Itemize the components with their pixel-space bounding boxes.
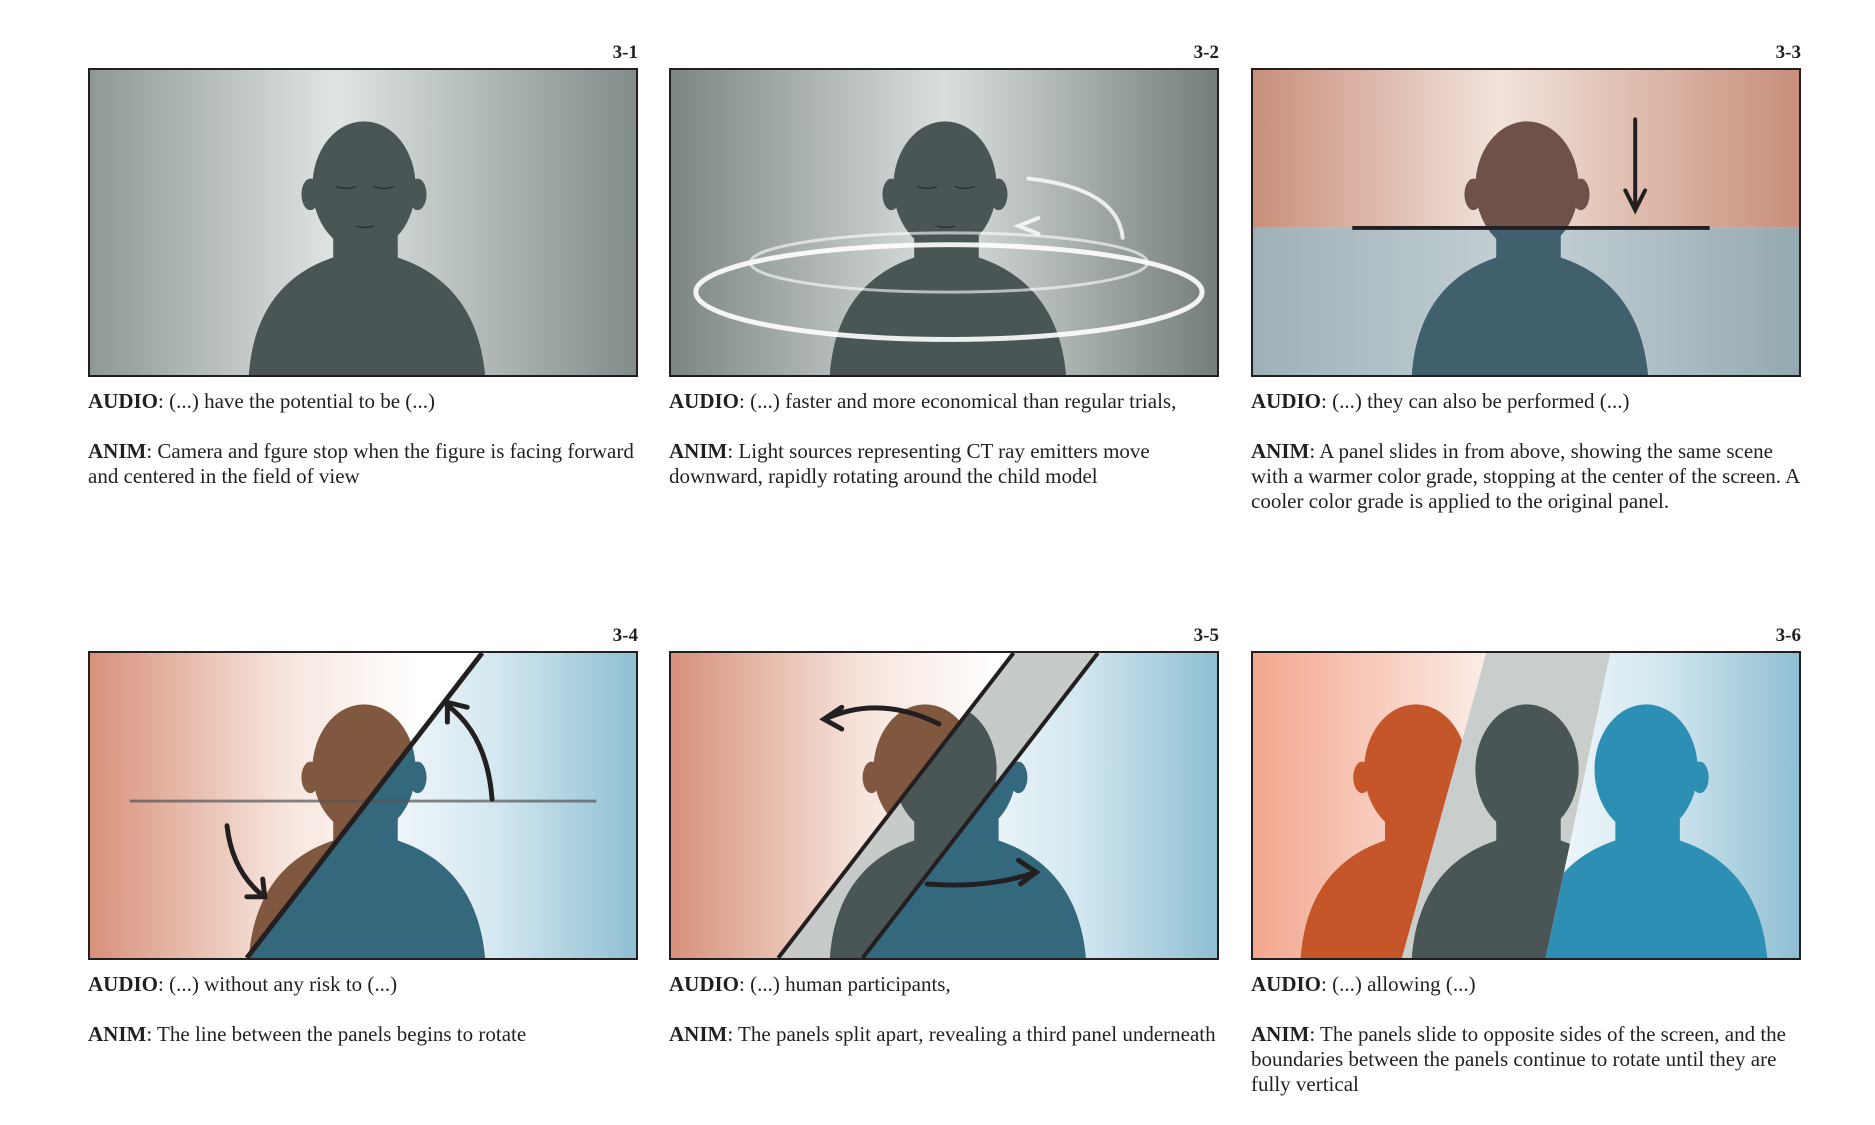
anim-text: Light sources representing CT ray emitte… xyxy=(669,439,1150,488)
down-arrow xyxy=(1623,117,1648,215)
frame-caption: AUDIO: (...) allowing (...) ANIM: The pa… xyxy=(1251,972,1801,1122)
anim-label: ANIM xyxy=(1251,1022,1310,1046)
anim-text: The panels slide to opposite sides of th… xyxy=(1251,1022,1787,1096)
anim-label: ANIM xyxy=(669,1022,728,1046)
frame-number: 3-6 xyxy=(1775,625,1801,646)
frame-illustration xyxy=(669,651,1219,960)
frame-number: 3-1 xyxy=(612,42,638,63)
frame-caption: AUDIO: (...) without any risk to (...) A… xyxy=(88,972,638,1072)
audio-line: AUDIO: (...) they can also be performed … xyxy=(1251,389,1630,413)
frame-number: 3-4 xyxy=(612,625,638,646)
anim-text: The panels split apart, revealing a thir… xyxy=(738,1022,1216,1046)
anim-text: The line between the panels begins to ro… xyxy=(157,1022,527,1046)
anim-line: ANIM: Camera and fgure stop when the fig… xyxy=(88,439,634,488)
frame-number: 3-5 xyxy=(1193,625,1219,646)
audio-label: AUDIO xyxy=(1251,972,1322,996)
anim-line: ANIM: A panel slides in from above, show… xyxy=(1251,439,1800,513)
audio-label: AUDIO xyxy=(1251,389,1322,413)
frame-caption: AUDIO: (...) have the potential to be (.… xyxy=(88,389,638,514)
audio-line: AUDIO: (...) faster and more economical … xyxy=(669,389,1177,413)
audio-text: (...) allowing (...) xyxy=(1332,972,1476,996)
anim-line: ANIM: The panels split apart, revealing … xyxy=(669,1022,1216,1046)
frame-illustration xyxy=(88,651,638,960)
illustration-svg xyxy=(1253,653,1799,958)
anim-text: A panel slides in from above, showing th… xyxy=(1251,439,1800,513)
audio-line: AUDIO: (...) without any risk to (...) xyxy=(88,972,398,996)
audio-text: (...) they can also be performed (...) xyxy=(1332,389,1630,413)
anim-line: ANIM: The line between the panels begins… xyxy=(88,1022,527,1046)
anim-line: ANIM: The panels slide to opposite sides… xyxy=(1251,1022,1787,1096)
anim-text: Camera and fgure stop when the figure is… xyxy=(88,439,634,488)
frame-number: 3-3 xyxy=(1775,42,1801,63)
frame-illustration xyxy=(88,68,638,377)
anim-label: ANIM xyxy=(88,439,147,463)
anim-line: ANIM: Light sources representing CT ray … xyxy=(669,439,1150,488)
frame-caption: AUDIO: (...) they can also be performed … xyxy=(1251,389,1801,539)
audio-line: AUDIO: (...) have the potential to be (.… xyxy=(88,389,436,413)
audio-label: AUDIO xyxy=(669,389,740,413)
illustration-svg xyxy=(671,70,1217,375)
child-figure xyxy=(248,121,486,375)
anim-label: ANIM xyxy=(1251,439,1310,463)
ct-light-rings xyxy=(693,176,1205,342)
audio-text: (...) human participants, xyxy=(750,972,951,996)
frame-illustration xyxy=(669,68,1219,377)
frame-illustration xyxy=(1251,68,1801,377)
audio-label: AUDIO xyxy=(669,972,740,996)
cool-panel xyxy=(1253,227,1799,375)
audio-text: (...) without any risk to (...) xyxy=(169,972,398,996)
audio-text: (...) faster and more economical than re… xyxy=(750,389,1177,413)
frame-number: 3-2 xyxy=(1193,42,1219,63)
audio-line: AUDIO: (...) human participants, xyxy=(669,972,951,996)
audio-line: AUDIO: (...) allowing (...) xyxy=(1251,972,1476,996)
anim-label: ANIM xyxy=(669,439,728,463)
illustration-svg xyxy=(671,653,1217,958)
audio-text: (...) have the potential to be (...) xyxy=(169,389,436,413)
illustration-svg xyxy=(1253,70,1799,375)
illustration-svg xyxy=(90,653,636,958)
frame-caption: AUDIO: (...) human participants, ANIM: T… xyxy=(669,972,1219,1072)
warm-panel xyxy=(1253,70,1799,228)
frame-illustration xyxy=(1251,651,1801,960)
audio-label: AUDIO xyxy=(88,389,159,413)
audio-label: AUDIO xyxy=(88,972,159,996)
illustration-svg xyxy=(90,70,636,375)
frame-caption: AUDIO: (...) faster and more economical … xyxy=(669,389,1219,514)
anim-label: ANIM xyxy=(88,1022,147,1046)
